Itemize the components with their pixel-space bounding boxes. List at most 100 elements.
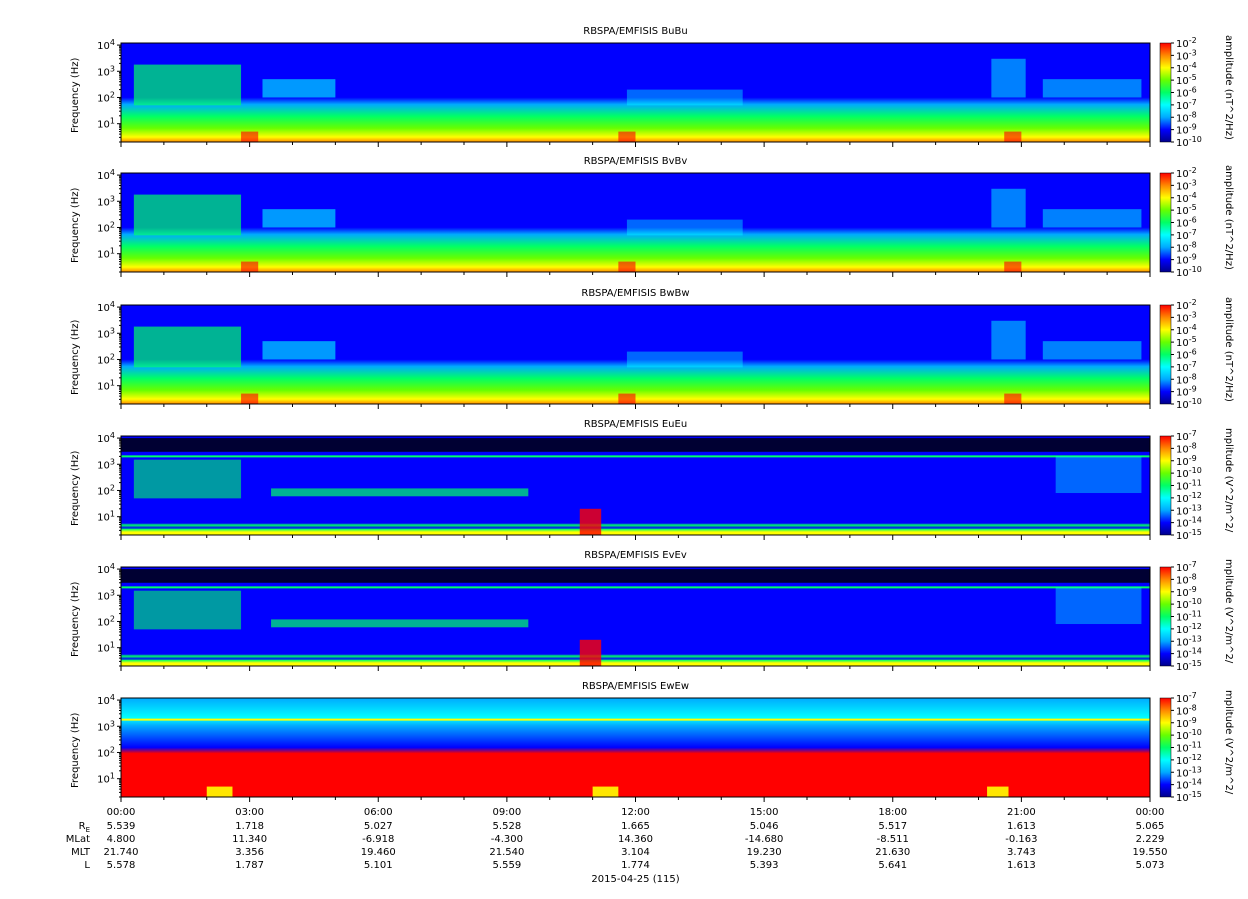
colorbar-tick-label: 10-9 [1176,454,1197,468]
colorbar-tick-label: 10-12 [1176,622,1202,636]
colorbar-tick-label: 10-7 [1176,360,1197,374]
spectral-feature [1004,261,1022,272]
colorbar-tick-label: 10-7 [1176,228,1197,242]
ephemeris-value: 5.046 [749,821,779,832]
background-band [121,569,1150,583]
spectral-feature [592,786,619,797]
colorbar-tick-label: 10-4 [1176,61,1197,75]
y-tick-label: 104 [97,168,115,182]
spectral-feature [133,326,242,368]
spectral-feature [133,64,242,106]
x-tick-label: 21:00 [1006,807,1036,818]
spectral-feature [991,320,1026,360]
ephemeris-value: -14.680 [744,834,784,845]
x-tick-label: 06:00 [363,807,393,818]
colorbar-tick-label: 10-8 [1176,240,1197,254]
colorbar [1159,42,1172,143]
colorbar-label: mplitude (V^2/m^2/ [1223,559,1234,664]
colorbar-tick-label: 10-9 [1176,585,1197,599]
colorbar-tick-label: 10-6 [1176,348,1197,362]
y-tick-label: 103 [97,719,115,733]
colorbar-label: amplitude (nT^2/Hz) [1223,297,1234,402]
colorbar [1159,304,1172,405]
colorbar-tick-label: 10-5 [1176,73,1197,87]
y-tick-label: 104 [97,300,115,314]
spectral-feature [1042,209,1142,228]
spectral-feature [133,194,242,236]
ephemeris-row-label: MLT [71,847,90,858]
spectral-feature [618,393,636,404]
y-tick-label: 102 [97,90,115,104]
ephemeris-value: 4.800 [106,834,136,845]
x-tick-label: 00:00 [106,807,136,818]
colorbar-tick-label: 10-2 [1176,166,1197,180]
spectral-feature [618,131,636,142]
colorbar-tick-label: 10-9 [1176,716,1197,730]
colorbar-tick-label: 10-12 [1176,491,1202,505]
ephemeris-value: 5.641 [878,860,908,871]
spectral-feature [241,131,259,142]
colorbar-tick-label: 10-4 [1176,191,1197,205]
colorbar-tick-label: 10-5 [1176,203,1197,217]
colorbar-label: amplitude (nT^2/Hz) [1223,165,1234,270]
y-tick-label: 101 [97,247,115,261]
colorbar [1159,435,1172,536]
ephemeris-row-label: RE [78,821,90,834]
colorbar-tick-label: 10-6 [1176,216,1197,230]
spectral-feature [206,786,233,797]
x-tick-label: 18:00 [878,807,908,818]
ephemeris-value: 5.517 [878,821,908,832]
ephemeris-value: 21.630 [875,847,911,858]
spectral-feature [271,619,529,628]
y-tick-label: 101 [97,117,115,131]
colorbar-tick-label: 10-3 [1176,178,1197,192]
y-tick-label: 101 [97,510,115,524]
colorbar-tick-label: 10-3 [1176,310,1197,324]
colorbar-tick-label: 10-15 [1176,790,1202,804]
colorbar-tick-label: 10-15 [1176,659,1202,673]
colorbar-tick-label: 10-3 [1176,48,1197,62]
ephemeris-value: 19.460 [360,847,396,858]
x-tick-label: 12:00 [621,807,650,818]
y-axis-label: Frequency (Hz) [70,187,81,263]
colorbar-tick-label: 10-11 [1176,610,1202,624]
colorbar-tick-label: 10-14 [1176,516,1202,530]
colorbar-label: mplitude (V^2/m^2/ [1223,428,1234,533]
colorbar-tick-label: 10-8 [1176,703,1197,717]
colorbar-tick-label: 10-9 [1176,123,1197,137]
colorbar-tick-label: 10-10 [1176,397,1202,411]
ephemeris-value: 1.613 [1007,821,1036,832]
spectral-feature [133,590,242,630]
ephemeris-row-label: MLat [65,834,90,845]
colorbar-tick-label: 10-10 [1176,135,1202,149]
ephemeris-value: -4.300 [490,834,523,845]
ephemeris-row-label: L [84,860,90,871]
ephemeris-value: -8.511 [876,834,909,845]
colorbar-tick-label: 10-9 [1176,253,1197,267]
spectrogram-image [121,436,1150,535]
ephemeris-value: 5.065 [1135,821,1165,832]
spectral-feature [262,209,336,228]
y-axis-label: Frequency (Hz) [70,319,81,395]
colorbar-tick-label: 10-14 [1176,778,1202,792]
colorbar-tick-label: 10-9 [1176,385,1197,399]
colorbar-tick-label: 10-10 [1176,728,1202,742]
spectral-feature [1042,79,1142,98]
spectral-feature [262,341,336,360]
x-tick-label: 03:00 [235,807,265,818]
ephemeris-value: 3.104 [621,847,650,858]
y-tick-label: 102 [97,614,115,628]
y-tick-label: 104 [97,38,115,52]
colorbar-label: mplitude (V^2/m^2/ [1223,690,1234,795]
colorbar-tick-label: 10-5 [1176,335,1197,349]
ephemeris-value: 5.559 [492,860,522,871]
ephemeris-value: 19.550 [1132,847,1168,858]
x-tick-label: 15:00 [749,807,779,818]
colorbar [1159,697,1172,798]
spectral-feature [1042,341,1142,360]
colorbar-tick-label: 10-12 [1176,753,1202,767]
y-axis-label: Frequency (Hz) [70,712,81,788]
spectral-feature [262,79,336,98]
spectral-feature [1055,587,1142,625]
ephemeris-value: 1.787 [235,860,264,871]
